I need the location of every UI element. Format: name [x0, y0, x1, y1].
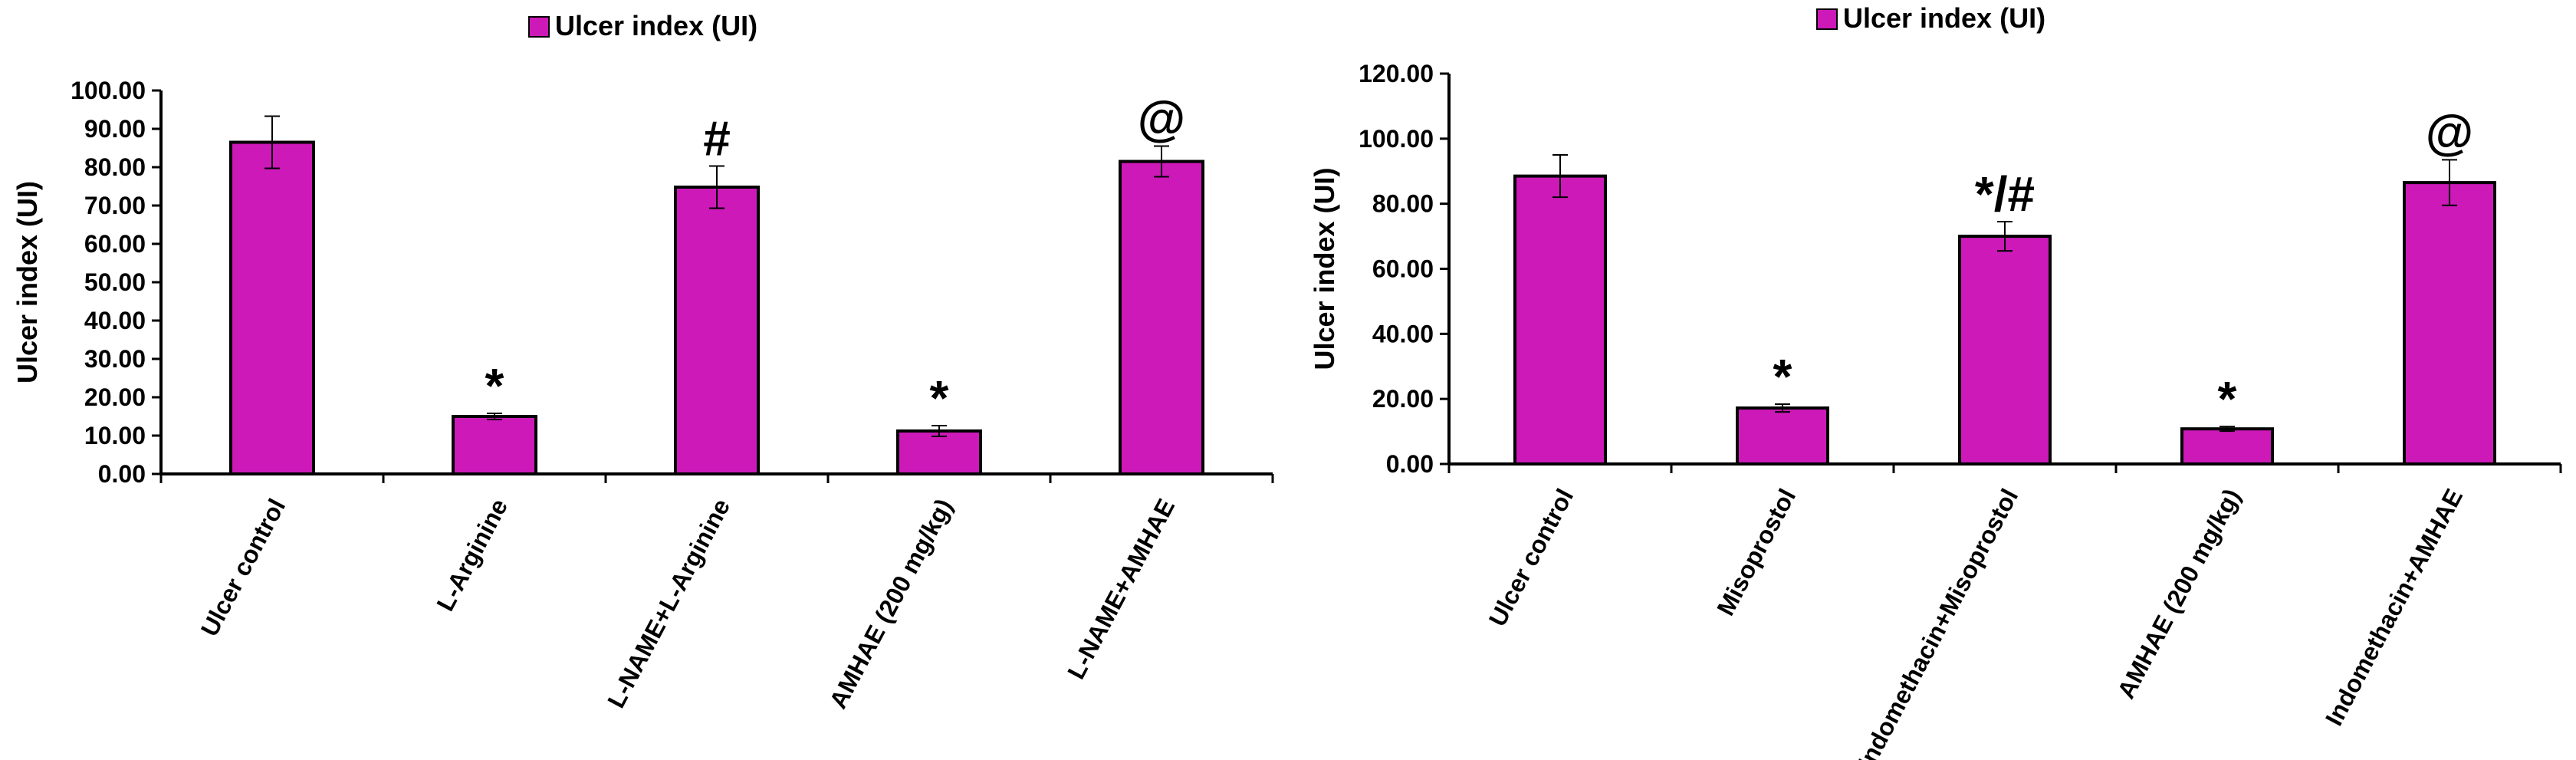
y-axis-title: Ulcer index (UI) — [1309, 167, 1340, 370]
significance-marker: @ — [1138, 91, 1185, 146]
significance-marker: # — [703, 111, 731, 166]
y-tick-label: 100.00 — [1359, 125, 1434, 153]
legend-label: Ulcer index (UI) — [555, 10, 757, 41]
x-tick-label: L-NAME+L-Arginine — [602, 494, 735, 712]
x-tick-label: Ulcer control — [1484, 484, 1579, 630]
y-tick-label: 20.00 — [84, 383, 146, 411]
y-tick-label: 120.00 — [1359, 60, 1434, 87]
y-tick-label: 90.00 — [84, 115, 146, 143]
y-tick-label: 60.00 — [1372, 255, 1434, 283]
y-tick-label: 70.00 — [84, 192, 146, 219]
significance-marker: * — [485, 358, 504, 413]
bar — [1513, 174, 1607, 466]
y-tick-label: 60.00 — [84, 230, 146, 258]
bar — [2180, 427, 2274, 466]
y-tick-label: 0.00 — [98, 460, 146, 488]
legend-swatch — [528, 16, 550, 38]
significance-marker: * — [930, 370, 949, 426]
x-tick-label: L-Arginine — [431, 494, 513, 615]
x-tick-label: L-NAME+AMHAE — [1062, 494, 1180, 683]
bar-chart-right: Ulcer index (UI) Ulcer index (UI) 0.00 20.0… — [1309, 2, 2562, 760]
x-tick-label: AMHAE (200 mg/kg) — [824, 494, 958, 712]
bar — [1736, 406, 1829, 466]
y-tick-label: 10.00 — [84, 422, 146, 449]
y-tick-label: 0.00 — [1386, 450, 1434, 478]
y-tick-label: 80.00 — [84, 153, 146, 181]
bar — [2403, 181, 2496, 466]
y-tick-label: 80.00 — [1372, 190, 1434, 218]
y-tick-label: 100.00 — [71, 77, 146, 104]
y-tick-label: 30.00 — [84, 345, 146, 373]
bar — [1958, 235, 2052, 466]
x-tick-label: AMHAE (200 mg/kg) — [2112, 484, 2246, 702]
significance-marker: */# — [1975, 166, 2035, 222]
chart-panel-right: Ulcer index (UI) Ulcer index (UI) 0.00 20.0… — [1296, 0, 2576, 760]
legend-label: Ulcer index (UI) — [1843, 2, 2045, 34]
bar — [229, 140, 315, 475]
significance-marker: * — [2218, 371, 2237, 426]
legend-swatch — [1816, 8, 1838, 30]
bar — [452, 415, 537, 475]
x-tick-label: Ulcer control — [196, 494, 291, 640]
x-tick-label: Indomethacin+Misoprostol — [1852, 484, 2023, 760]
bar — [674, 186, 760, 475]
bar — [896, 429, 982, 475]
significance-marker: @ — [2426, 104, 2473, 160]
significance-marker: * — [1773, 349, 1792, 404]
y-tick-label: 40.00 — [84, 307, 146, 334]
x-tick-label: Indomethacin+AMHAE — [2320, 484, 2468, 730]
y-tick-label: 50.00 — [84, 268, 146, 296]
y-tick-label: 40.00 — [1372, 320, 1434, 347]
y-tick-label: 20.00 — [1372, 385, 1434, 413]
bar-chart-left: Ulcer index (UI) Ulcer index (UI) 0.00 10.0… — [12, 10, 1274, 713]
bar — [1119, 160, 1204, 475]
x-tick-label: Misoprostol — [1711, 484, 1801, 620]
chart-panel-left: Ulcer index (UI) Ulcer index (UI) 0.00 10.0… — [12, 10, 1274, 713]
y-axis-title: Ulcer index (UI) — [12, 181, 43, 383]
